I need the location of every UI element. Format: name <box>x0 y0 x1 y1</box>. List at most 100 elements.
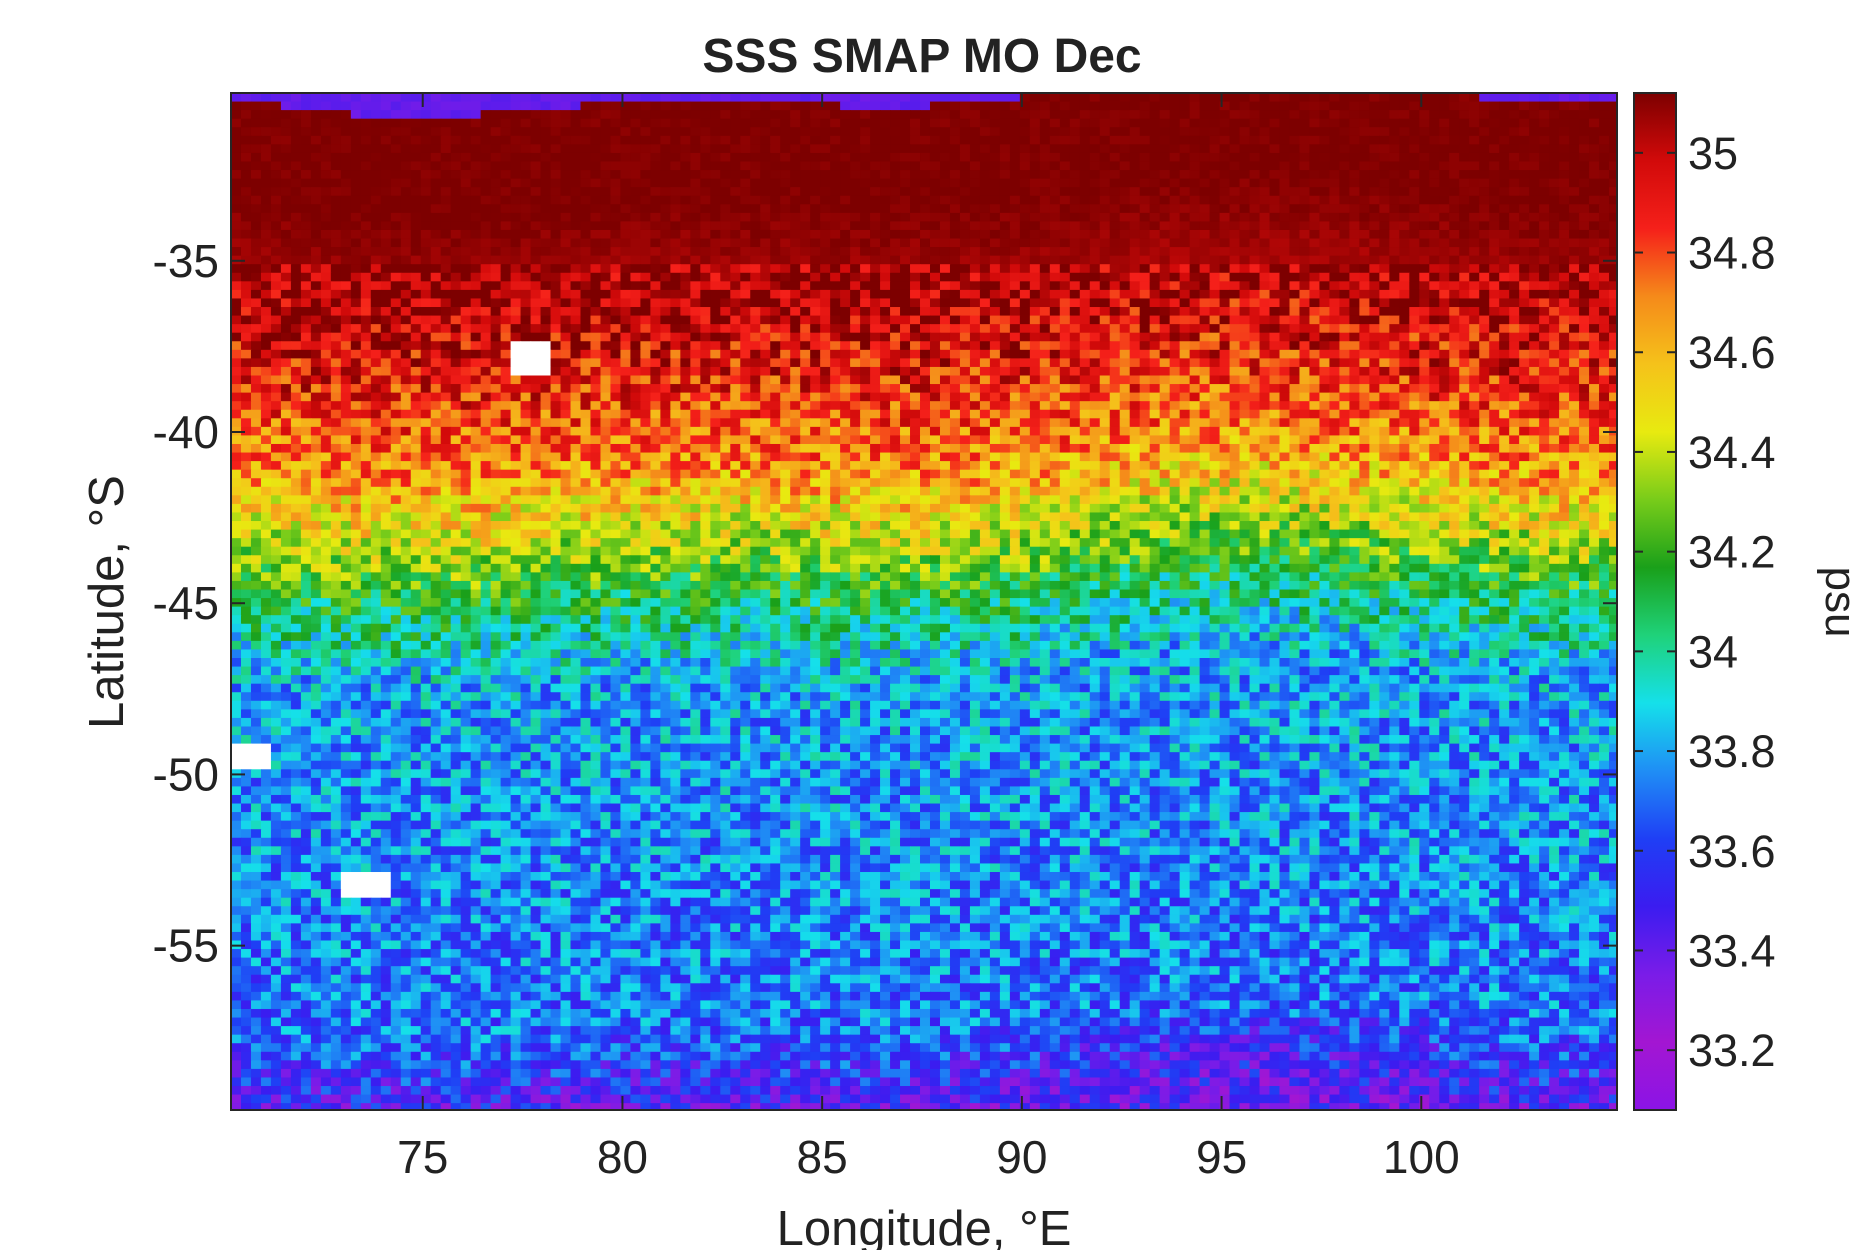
heatmap-cell <box>530 307 542 317</box>
heatmap-cell <box>240 127 252 137</box>
heatmap-cell <box>590 170 602 180</box>
heatmap-cell <box>969 341 981 351</box>
heatmap-cell <box>1489 127 1500 137</box>
heatmap-cell <box>1419 195 1430 205</box>
heatmap-cell <box>880 170 891 180</box>
heatmap-cell <box>640 341 651 351</box>
heatmap-cell <box>1459 238 1470 248</box>
heatmap-cell <box>660 212 671 223</box>
heatmap-cell <box>979 195 991 205</box>
heatmap-cell <box>1429 212 1440 223</box>
heatmap-cell <box>1289 349 1301 359</box>
heatmap-cell <box>570 341 582 351</box>
heatmap-cell <box>929 392 941 402</box>
heatmap-cell <box>1599 118 1610 128</box>
heatmap-cell <box>530 349 542 359</box>
heatmap-cell <box>620 392 632 402</box>
heatmap-cell <box>340 255 352 265</box>
heatmap-cell <box>1129 272 1141 282</box>
heatmap-cell <box>1599 187 1610 197</box>
heatmap-cell <box>660 195 671 205</box>
heatmap-cell <box>1119 358 1131 368</box>
heatmap-cell <box>1309 341 1321 351</box>
heatmap-cell <box>520 212 532 223</box>
heatmap-cell <box>500 349 512 359</box>
heatmap-cell <box>1329 358 1340 368</box>
heatmap-cell <box>999 195 1011 205</box>
heatmap-cell <box>1459 272 1470 282</box>
heatmap-cell <box>1569 110 1580 120</box>
heatmap-cell <box>770 238 781 248</box>
heatmap-cell <box>1319 307 1331 317</box>
heatmap-cell <box>890 375 901 385</box>
heatmap-cell <box>830 358 841 368</box>
heatmap-cell <box>700 341 711 351</box>
heatmap-cell <box>430 93 442 103</box>
heatmap-cell <box>1429 272 1440 282</box>
heatmap-cell <box>1209 307 1221 317</box>
heatmap-cell <box>850 358 861 368</box>
heatmap-cell <box>750 144 761 154</box>
heatmap-cell <box>760 384 771 394</box>
heatmap-cell <box>1219 204 1231 214</box>
heatmap-cell <box>1309 315 1321 325</box>
heatmap-cell <box>390 272 402 282</box>
heatmap-cell <box>939 289 951 300</box>
heatmap-cell <box>1099 161 1111 171</box>
heatmap-cell <box>969 93 981 103</box>
heatmap-cell <box>840 161 851 171</box>
heatmap-cell <box>570 307 582 317</box>
heatmap-cell <box>1589 255 1600 265</box>
heatmap-cell <box>1119 307 1131 317</box>
heatmap-cell <box>670 152 681 163</box>
heatmap-cell <box>979 315 991 325</box>
heatmap-cell <box>1369 366 1380 377</box>
heatmap-cell <box>390 358 402 368</box>
heatmap-cell <box>1409 118 1420 128</box>
heatmap-cell <box>320 264 332 274</box>
heatmap-cell <box>300 289 312 300</box>
heatmap-cell <box>390 332 402 342</box>
heatmap-cell <box>1459 349 1470 359</box>
heatmap-cell <box>929 384 941 394</box>
heatmap-cell <box>1129 332 1141 342</box>
heatmap-cell <box>1149 272 1161 282</box>
heatmap-cell <box>770 101 781 111</box>
heatmap-cell <box>1249 178 1261 188</box>
heatmap-cell <box>400 349 412 359</box>
heatmap-cell <box>1049 170 1061 180</box>
heatmap-cell <box>999 170 1011 180</box>
heatmap-cell <box>430 204 442 214</box>
heatmap-cell <box>630 349 642 359</box>
heatmap-cell <box>1389 238 1400 248</box>
heatmap-cell <box>730 127 741 137</box>
heatmap-cell <box>1169 187 1181 197</box>
heatmap-cell <box>1189 187 1201 197</box>
heatmap-cell <box>330 101 342 111</box>
heatmap-cell <box>370 324 382 334</box>
heatmap-cell <box>860 178 871 188</box>
heatmap-cell <box>780 358 791 368</box>
heatmap-cell <box>1399 170 1410 180</box>
heatmap-cell <box>1029 204 1041 214</box>
heatmap-cell <box>1019 366 1031 377</box>
heatmap-cell <box>1299 307 1311 317</box>
heatmap-cell <box>1259 358 1271 368</box>
heatmap-cell <box>850 101 861 111</box>
heatmap-cell <box>1209 212 1221 223</box>
heatmap-cell <box>1129 170 1141 180</box>
heatmap-cell <box>730 238 741 248</box>
heatmap-cell <box>750 332 761 342</box>
heatmap-cell <box>570 349 582 359</box>
heatmap-cell <box>920 255 931 265</box>
heatmap-cell <box>1299 298 1311 308</box>
heatmap-cell <box>1509 238 1520 248</box>
heatmap-cell <box>1239 358 1251 368</box>
heatmap-cell <box>1439 170 1450 180</box>
heatmap-cell <box>560 255 572 265</box>
heatmap-cell <box>850 264 861 274</box>
heatmap-cell <box>410 170 422 180</box>
heatmap-cell <box>1109 135 1121 145</box>
heatmap-cell <box>780 366 791 377</box>
heatmap-cell <box>1409 161 1420 171</box>
